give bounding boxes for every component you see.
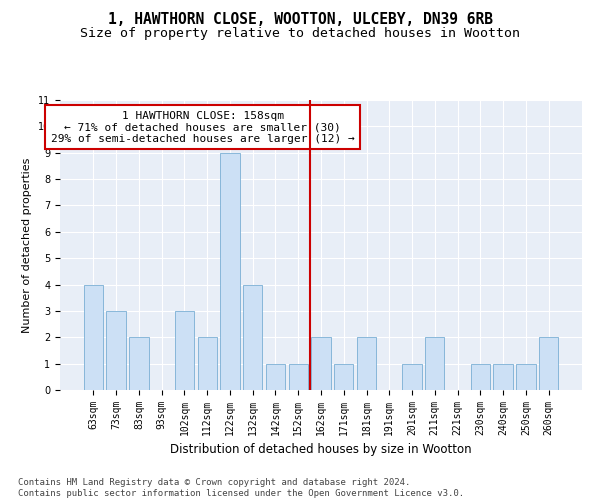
Bar	[334, 364, 353, 390]
Bar	[357, 338, 376, 390]
Bar	[266, 364, 285, 390]
Bar	[403, 364, 422, 390]
Text: 1, HAWTHORN CLOSE, WOOTTON, ULCEBY, DN39 6RB: 1, HAWTHORN CLOSE, WOOTTON, ULCEBY, DN39…	[107, 12, 493, 28]
Text: Contains HM Land Registry data © Crown copyright and database right 2024.
Contai: Contains HM Land Registry data © Crown c…	[18, 478, 464, 498]
Bar	[106, 311, 126, 390]
Bar	[197, 338, 217, 390]
Text: 1 HAWTHORN CLOSE: 158sqm
← 71% of detached houses are smaller (30)
29% of semi-d: 1 HAWTHORN CLOSE: 158sqm ← 71% of detach…	[51, 110, 355, 144]
Bar	[425, 338, 445, 390]
Bar	[243, 284, 262, 390]
Bar	[289, 364, 308, 390]
Text: Size of property relative to detached houses in Wootton: Size of property relative to detached ho…	[80, 28, 520, 40]
Bar	[311, 338, 331, 390]
Bar	[516, 364, 536, 390]
Bar	[493, 364, 513, 390]
X-axis label: Distribution of detached houses by size in Wootton: Distribution of detached houses by size …	[170, 444, 472, 456]
Bar	[220, 152, 239, 390]
Bar	[84, 284, 103, 390]
Bar	[175, 311, 194, 390]
Y-axis label: Number of detached properties: Number of detached properties	[22, 158, 32, 332]
Bar	[470, 364, 490, 390]
Bar	[129, 338, 149, 390]
Bar	[539, 338, 558, 390]
